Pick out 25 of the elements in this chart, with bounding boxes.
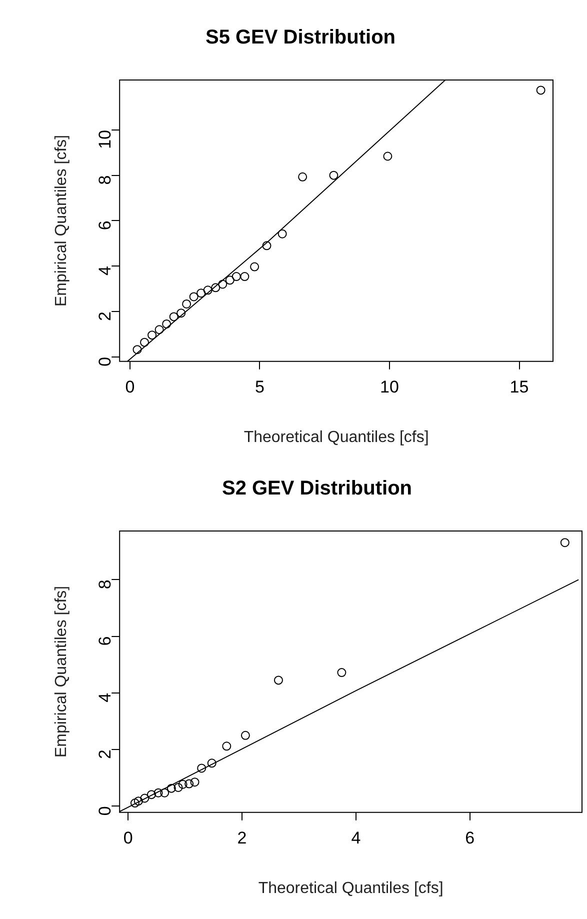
x-tick-label: 2	[237, 828, 247, 848]
x-tick-label: 0	[123, 828, 133, 848]
chart-title: S2 GEV Distribution	[222, 478, 412, 500]
x-tick-label: 0	[125, 377, 135, 396]
x-tick-label: 10	[380, 377, 399, 396]
y-tick-label: 4	[95, 266, 114, 276]
y-tick-label: 8	[95, 175, 114, 185]
y-tick-label: 6	[95, 220, 114, 230]
y-tick-label: 0	[95, 806, 114, 816]
y-tick-label: 10	[95, 130, 114, 149]
x-axis-title: Theoretical Quantiles [cfs]	[258, 880, 444, 897]
chart-title: S5 GEV Distribution	[205, 26, 396, 49]
x-tick-label: 15	[510, 377, 529, 396]
x-tick-label: 5	[255, 377, 264, 396]
y-tick-label: 2	[95, 311, 114, 321]
y-axis-title: Empirical Quantiles [cfs]	[53, 134, 70, 307]
x-tick-label: 6	[465, 828, 475, 848]
y-axis-title: Empirical Quantiles [cfs]	[53, 586, 70, 758]
y-tick-label: 8	[95, 580, 114, 590]
y-tick-label: 2	[95, 750, 114, 760]
y-tick-label: 4	[95, 692, 114, 702]
y-tick-label: 0	[95, 356, 114, 366]
y-tick-label: 6	[95, 636, 114, 646]
x-axis-title: Theoretical Quantiles [cfs]	[244, 428, 429, 446]
x-tick-label: 4	[351, 828, 361, 848]
